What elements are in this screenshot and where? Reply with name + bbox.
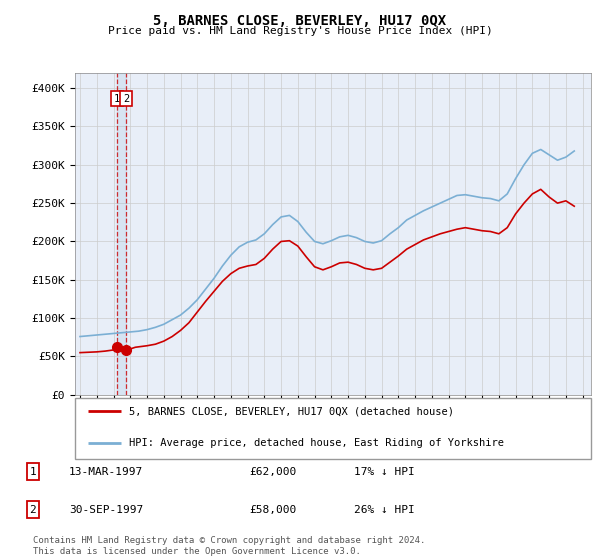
Text: 2: 2 bbox=[29, 505, 37, 515]
Text: 1: 1 bbox=[114, 94, 120, 104]
Text: 5, BARNES CLOSE, BEVERLEY, HU17 0QX (detached house): 5, BARNES CLOSE, BEVERLEY, HU17 0QX (det… bbox=[129, 406, 454, 416]
Text: 5, BARNES CLOSE, BEVERLEY, HU17 0QX: 5, BARNES CLOSE, BEVERLEY, HU17 0QX bbox=[154, 14, 446, 28]
Text: 1: 1 bbox=[29, 466, 37, 477]
Text: 13-MAR-1997: 13-MAR-1997 bbox=[69, 466, 143, 477]
Text: Contains HM Land Registry data © Crown copyright and database right 2024.
This d: Contains HM Land Registry data © Crown c… bbox=[33, 536, 425, 556]
Text: 26% ↓ HPI: 26% ↓ HPI bbox=[354, 505, 415, 515]
Text: £58,000: £58,000 bbox=[249, 505, 296, 515]
Bar bbox=[117, 73, 126, 395]
Text: 30-SEP-1997: 30-SEP-1997 bbox=[69, 505, 143, 515]
Text: HPI: Average price, detached house, East Riding of Yorkshire: HPI: Average price, detached house, East… bbox=[129, 438, 504, 448]
Text: Price paid vs. HM Land Registry's House Price Index (HPI): Price paid vs. HM Land Registry's House … bbox=[107, 26, 493, 36]
Text: £62,000: £62,000 bbox=[249, 466, 296, 477]
Text: 2: 2 bbox=[123, 94, 129, 104]
Text: 17% ↓ HPI: 17% ↓ HPI bbox=[354, 466, 415, 477]
FancyBboxPatch shape bbox=[75, 398, 591, 459]
